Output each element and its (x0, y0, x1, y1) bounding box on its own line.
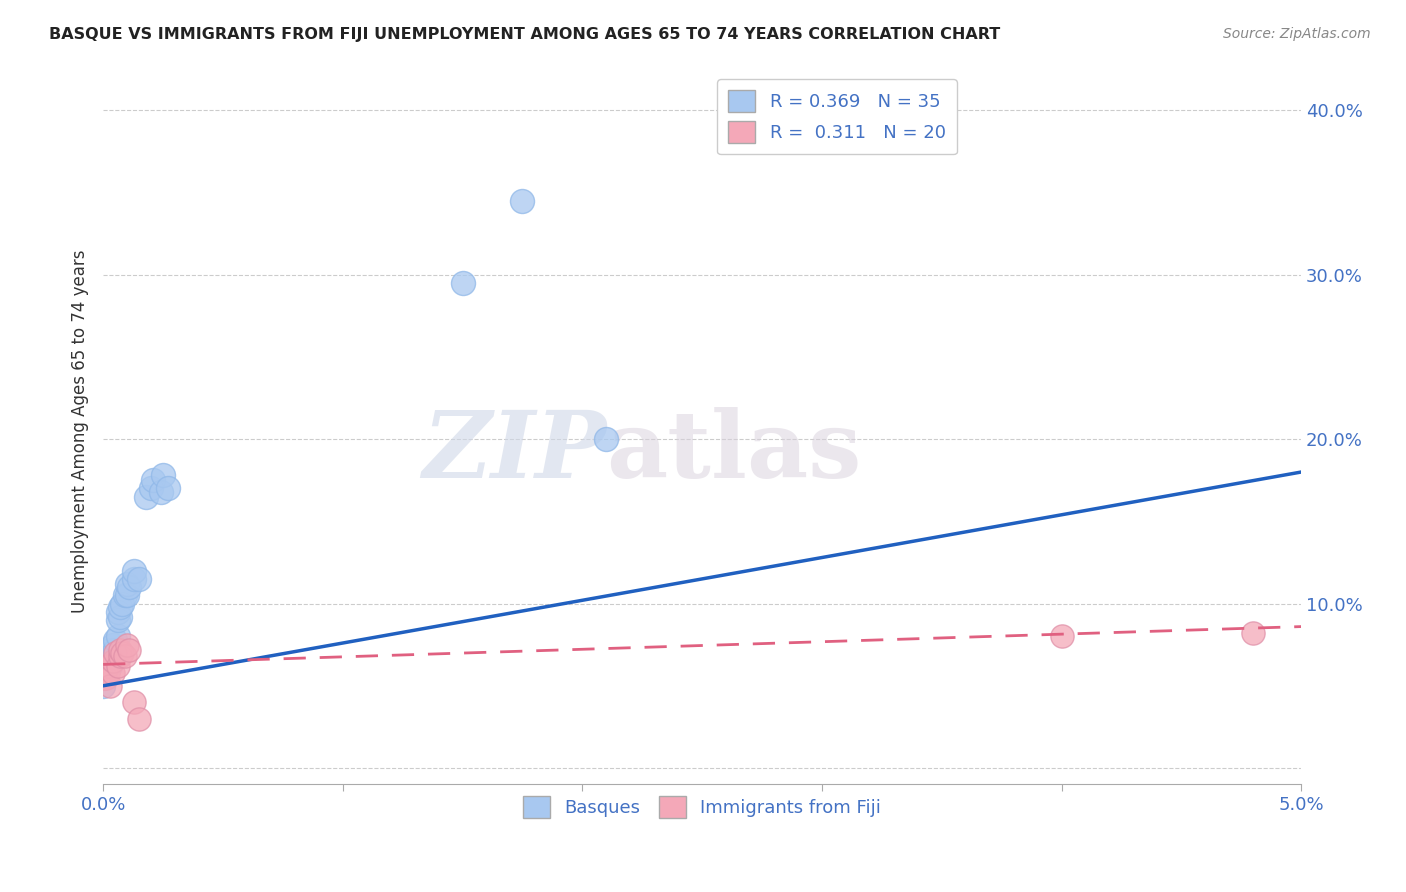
Point (595, 432, 617, 446)
Point (107, 605, 129, 619)
Point (108, 642, 131, 657)
Point (128, 712, 150, 726)
Legend: Basques, Immigrants from Fiji: Basques, Immigrants from Fiji (516, 789, 889, 825)
Point (124, 572, 146, 586)
Y-axis label: Unemployment Among Ages 65 to 74 years: Unemployment Among Ages 65 to 74 years (72, 249, 89, 613)
Point (111, 646, 134, 660)
Point (451, 276, 474, 290)
Point (91, 671, 114, 685)
Point (104, 632, 127, 647)
Point (115, 588, 138, 602)
Point (94, 665, 117, 680)
Point (142, 473, 165, 487)
Point (98, 659, 121, 673)
Point (107, 613, 129, 627)
Point (97, 662, 120, 676)
Point (97, 659, 120, 673)
Point (108, 649, 131, 664)
Point (115, 577, 138, 591)
Point (98, 679, 121, 693)
Point (128, 572, 150, 586)
Point (98, 649, 121, 664)
Point (101, 654, 124, 668)
Point (124, 564, 146, 578)
Point (91, 671, 114, 685)
Point (152, 468, 174, 483)
Point (114, 649, 136, 664)
Point (107, 659, 129, 673)
Point (149, 484, 172, 499)
Point (1050, 630, 1073, 644)
Point (94, 662, 117, 676)
Point (94, 671, 117, 685)
Point (91, 679, 114, 693)
Point (94, 662, 117, 676)
Text: BASQUE VS IMMIGRANTS FROM FIJI UNEMPLOYMENT AMONG AGES 65 TO 74 YEARS CORRELATIO: BASQUE VS IMMIGRANTS FROM FIJI UNEMPLOYM… (49, 27, 1001, 42)
Text: ZIP: ZIP (422, 407, 606, 497)
Point (124, 695, 146, 709)
Point (104, 646, 127, 660)
Text: atlas: atlas (606, 407, 862, 497)
Point (111, 597, 134, 611)
Point (104, 642, 127, 657)
Point (115, 638, 138, 652)
Point (101, 638, 124, 652)
Point (97, 665, 120, 680)
Point (97, 654, 120, 668)
Point (156, 482, 179, 496)
Point (108, 599, 131, 614)
Point (139, 482, 162, 496)
Point (135, 490, 157, 504)
Point (108, 609, 131, 624)
Point (114, 588, 136, 602)
Point (118, 580, 141, 594)
Point (98, 642, 121, 657)
Point (107, 630, 129, 644)
Point (101, 646, 124, 660)
Text: Source: ZipAtlas.com: Source: ZipAtlas.com (1223, 27, 1371, 41)
Point (118, 642, 141, 657)
Point (1241, 626, 1264, 640)
Point (101, 665, 124, 680)
Point (512, 194, 534, 208)
